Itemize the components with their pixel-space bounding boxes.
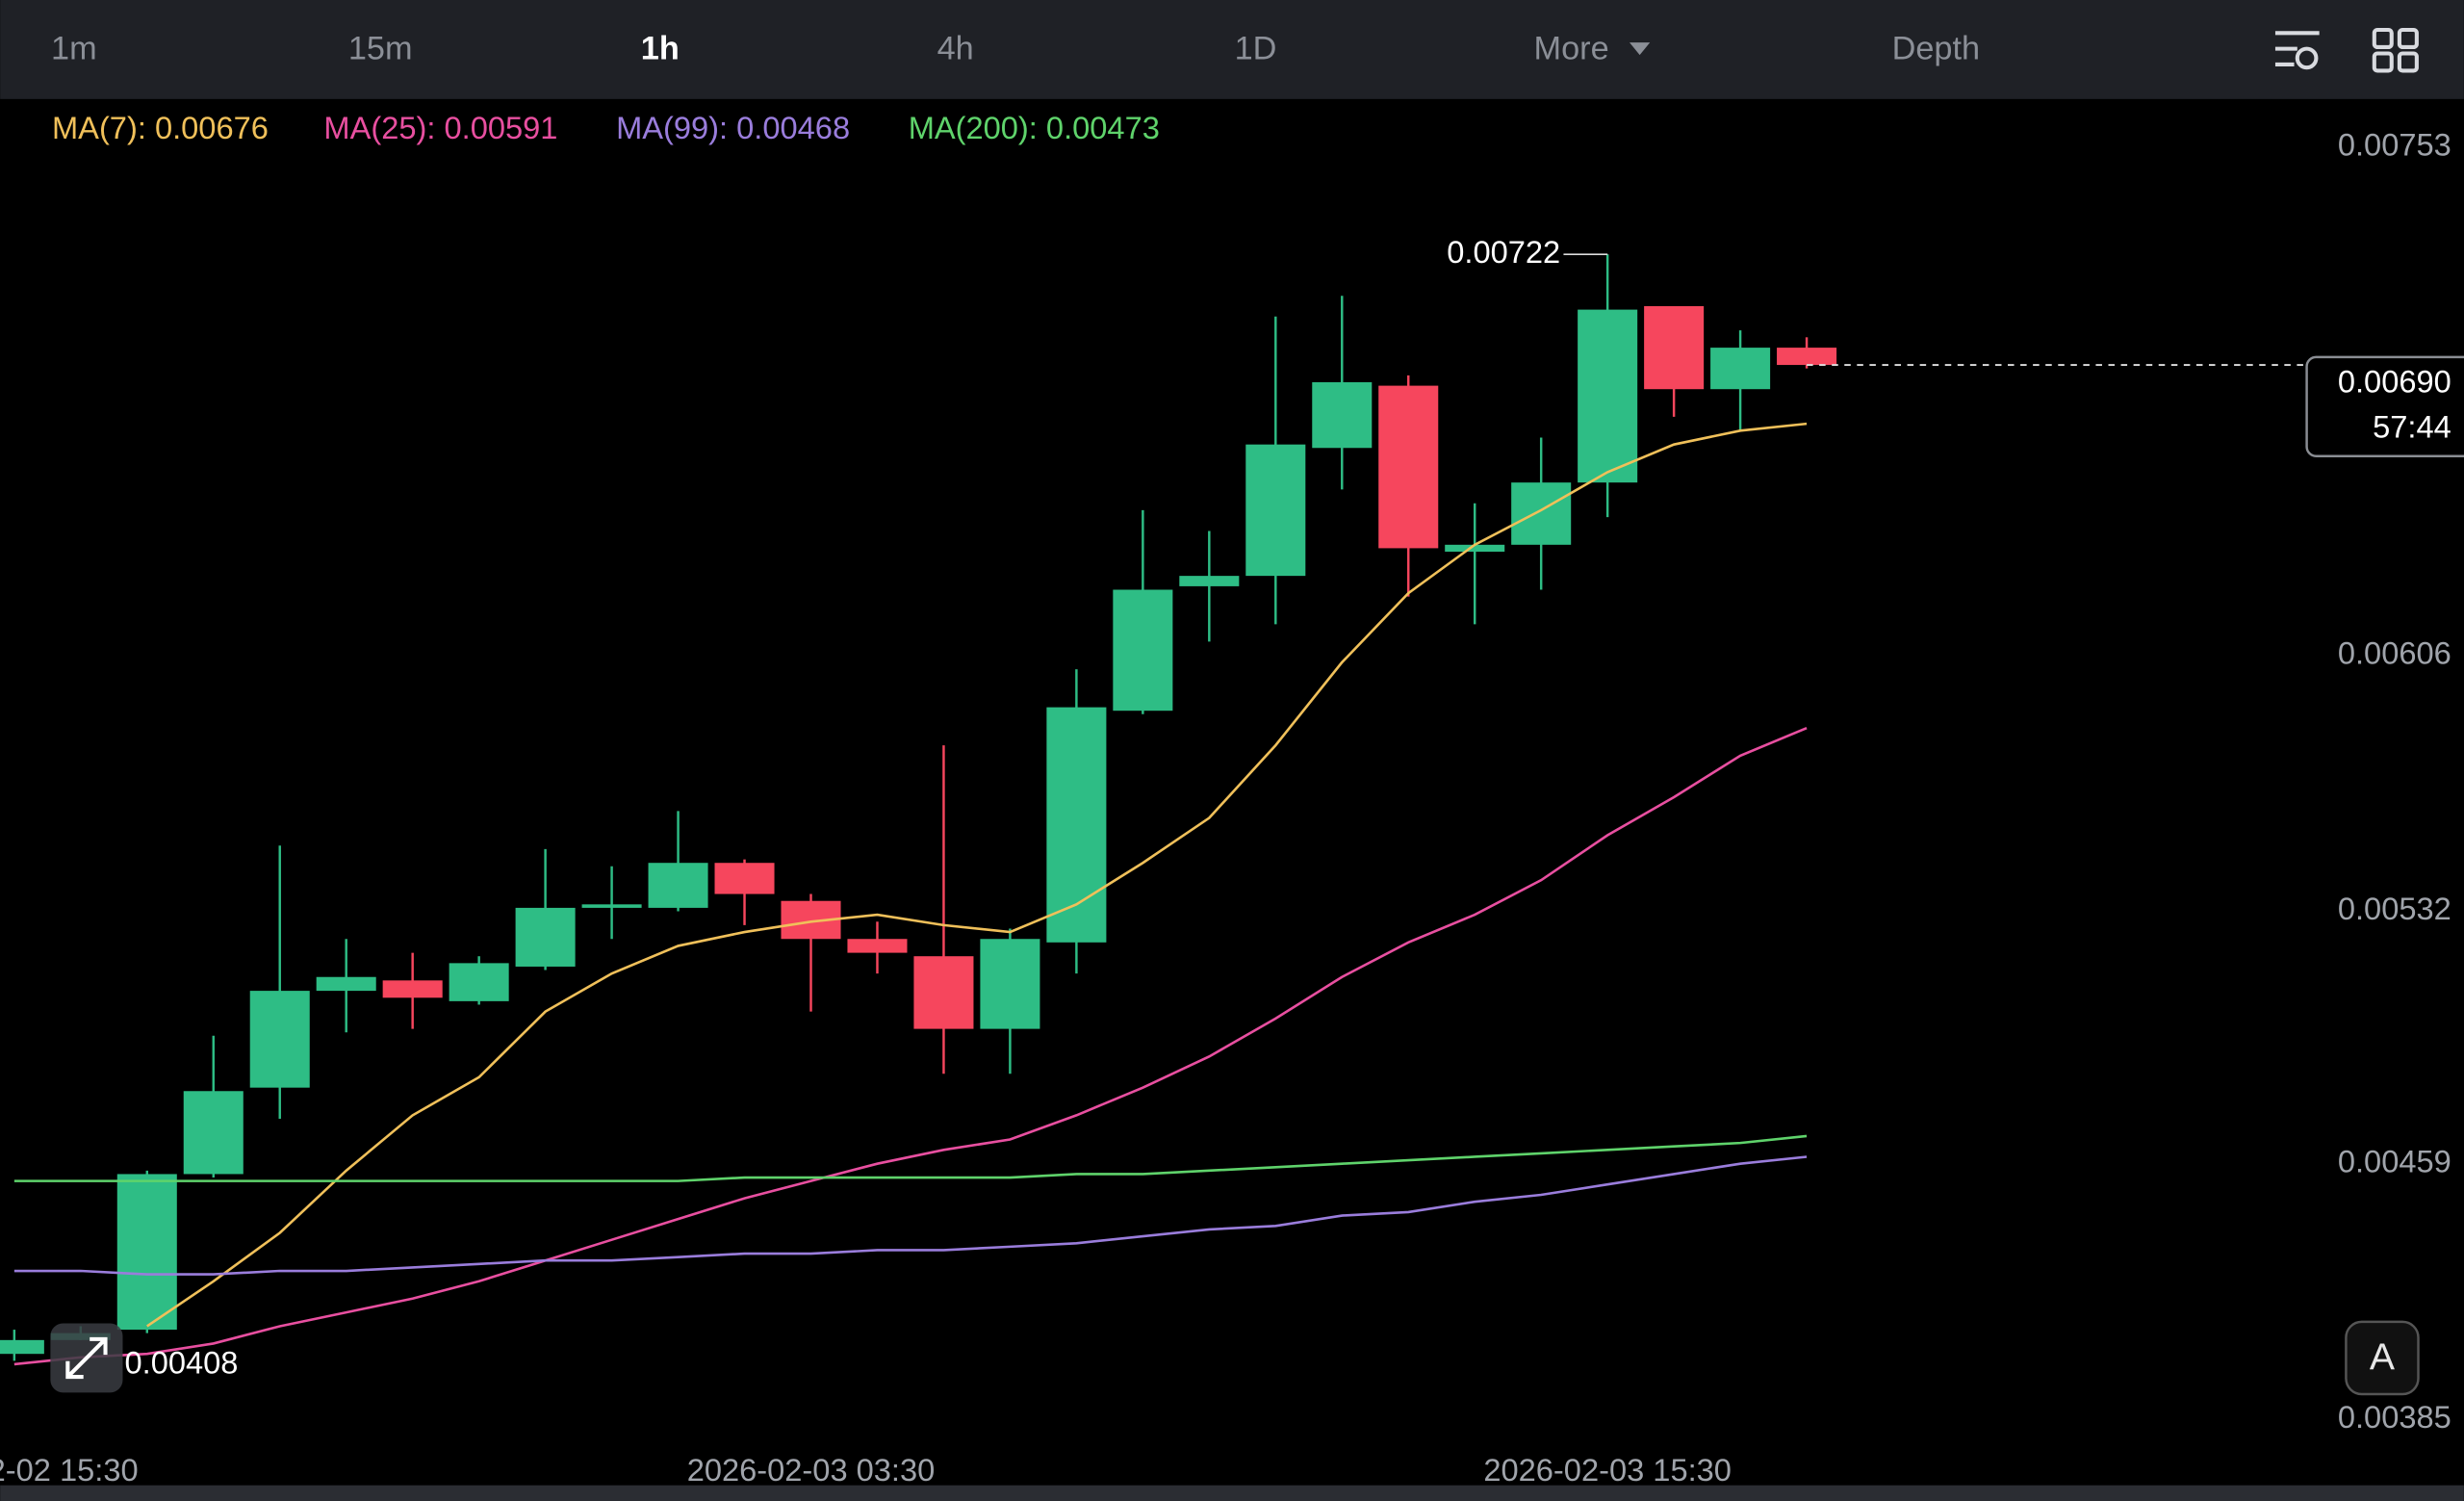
candle-body (1777, 348, 1837, 366)
last-price-box (2305, 355, 2464, 457)
countdown: 57:44 (2373, 409, 2451, 445)
toolbar (0, 0, 2464, 99)
tab[interactable]: Depth (1892, 30, 1980, 66)
candle-body (714, 863, 775, 894)
candle-body (116, 1174, 177, 1331)
y-tick-label: 0.00753 (2338, 126, 2451, 162)
candle-body (1578, 309, 1638, 483)
expand-arrow (65, 1336, 108, 1380)
candle-body (382, 980, 443, 998)
candle-body (249, 991, 310, 1088)
tab[interactable]: 1h (641, 30, 680, 66)
tab[interactable]: 1D (1235, 30, 1277, 66)
layout-icon[interactable] (2372, 27, 2419, 73)
ma-line (146, 422, 1808, 1328)
x-tick-label: 2026-02-03 15:30 (1483, 1452, 1732, 1488)
candle-body (1113, 589, 1173, 712)
tab[interactable]: 15m (348, 30, 413, 66)
last-price-label: 0.00690 (2338, 363, 2451, 399)
icon-gear (2295, 46, 2319, 70)
candle-body (1445, 544, 1505, 552)
icon-cell (2397, 27, 2419, 50)
y-tick-label: 0.00385 (2338, 1399, 2451, 1435)
candle-body (1312, 382, 1373, 449)
candle-body (515, 907, 576, 967)
icon-cell (2372, 51, 2394, 73)
expand-button[interactable] (50, 1323, 123, 1393)
candle-body (1511, 482, 1572, 545)
candle-body (449, 963, 509, 1001)
ma-line (13, 726, 1808, 1366)
auto-label: A (2370, 1336, 2396, 1378)
button-bg (2345, 1320, 2420, 1396)
candle-body (183, 1091, 244, 1175)
candle-body (1644, 306, 1705, 390)
settings-icon[interactable] (2274, 31, 2320, 70)
candle-body (1245, 444, 1306, 577)
candle-body (581, 904, 642, 908)
tab[interactable]: 1m (51, 30, 97, 66)
annotation: 0.00408 (125, 1345, 239, 1381)
y-tick-label: 0.00459 (2338, 1143, 2451, 1178)
candle-body (847, 939, 908, 953)
legend-entry: MA(25): 0.00591 (323, 110, 557, 145)
candle-body (980, 939, 1040, 1029)
icon-cell (2372, 27, 2394, 50)
ma-line (13, 1155, 1808, 1276)
tab[interactable]: 4h (937, 30, 974, 66)
candle-body (1046, 707, 1107, 943)
candle-body (1710, 348, 1771, 390)
plot: 0.00753 0.00606 0.00532 0.00459 0.00385 2026-… (0, 126, 2451, 1488)
x-tick-label: 2026-02-03 03:30 (687, 1452, 936, 1488)
annotation: 0.00722 (1447, 234, 1560, 270)
dropdown-caret (1630, 42, 1651, 56)
legend-entry: MA(200): 0.00473 (909, 110, 1160, 145)
legend-entry: MA(99): 0.00468 (616, 110, 850, 145)
candle-body (1179, 576, 1240, 586)
x-tick-label: 2026-02-02 15:30 (0, 1452, 139, 1488)
legend-entry: MA(7): 0.00676 (52, 110, 269, 145)
auto-button[interactable]: A (2345, 1320, 2420, 1396)
candle-body (1378, 385, 1439, 549)
candle-body (648, 863, 708, 908)
tab[interactable]: More (1534, 30, 1609, 66)
candle-body (316, 976, 376, 992)
y-tick-label: 0.00532 (2338, 891, 2451, 926)
ma-line (13, 1134, 1808, 1182)
bottom-bar (0, 1485, 2464, 1501)
icon-cell (2397, 51, 2419, 73)
candle-body (913, 956, 974, 1029)
y-tick-label: 0.00606 (2338, 634, 2451, 670)
candle-body (0, 1339, 44, 1355)
